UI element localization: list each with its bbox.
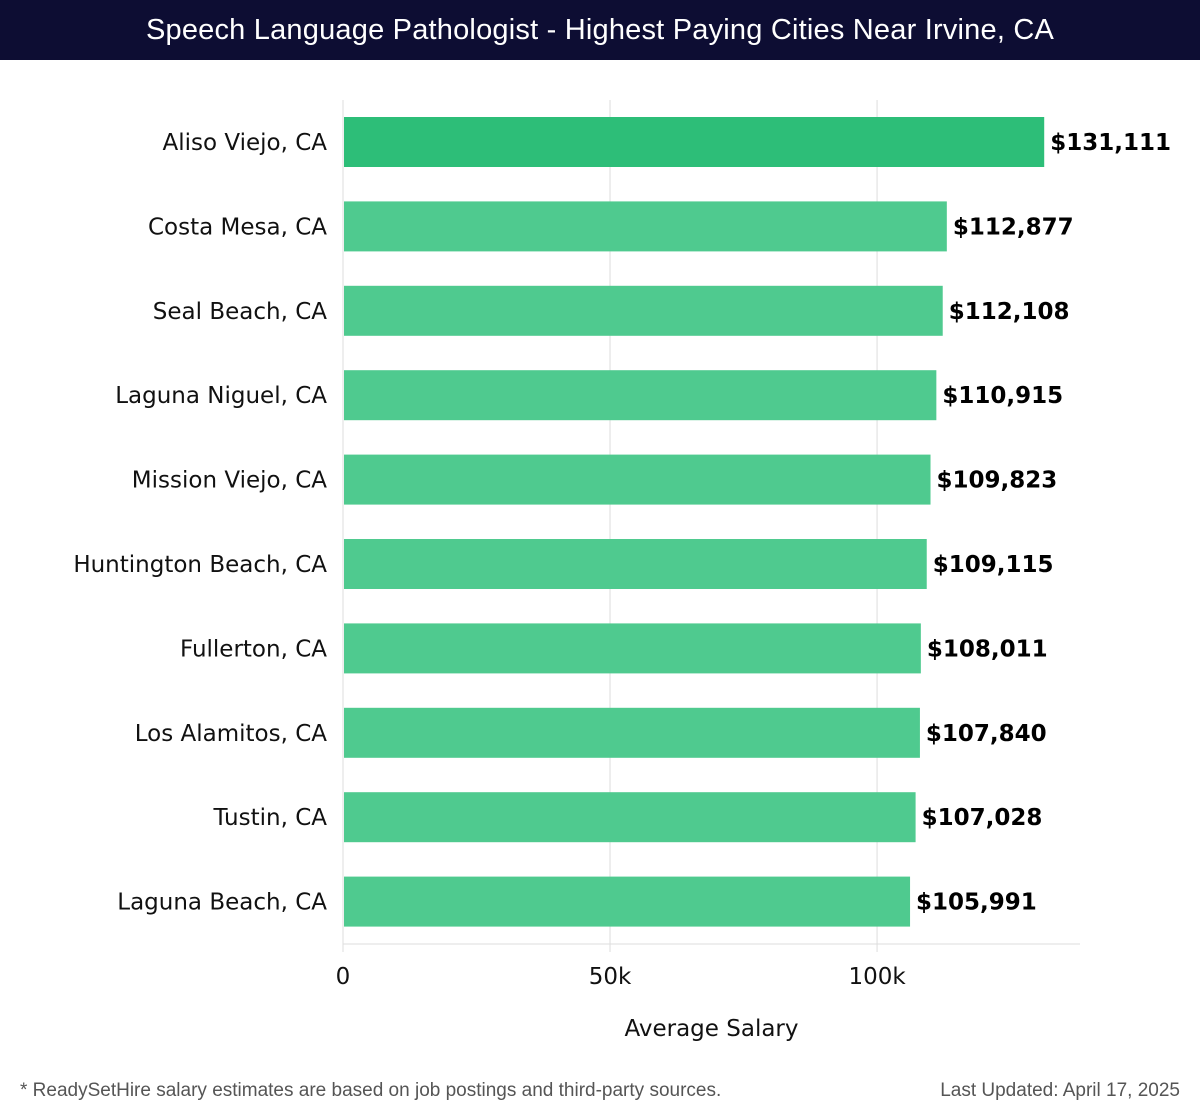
bar-chart: 0 50k 100k Aliso Viejo, CA $131,111 Costa Mes… xyxy=(73,100,1171,1042)
chart-title: Speech Language Pathologist - Highest Pa… xyxy=(0,0,1200,60)
category-label: Seal Beach, CA xyxy=(153,299,327,325)
category-label: Laguna Beach, CA xyxy=(117,890,327,916)
bar-layer xyxy=(344,117,1045,927)
category-label: Los Alamitos, CA xyxy=(135,721,328,747)
category-label: Aliso Viejo, CA xyxy=(162,130,327,156)
value-label: $112,108 xyxy=(949,299,1070,325)
value-label: $109,823 xyxy=(937,468,1058,494)
value-label: $105,991 xyxy=(916,890,1037,916)
bar xyxy=(344,623,921,674)
category-label: Tustin, CA xyxy=(212,805,327,831)
value-label: $131,111 xyxy=(1050,130,1171,156)
footnote: * ReadySetHire salary estimates are base… xyxy=(20,1080,722,1101)
bar xyxy=(344,201,947,252)
category-label: Costa Mesa, CA xyxy=(148,214,327,240)
bar xyxy=(344,707,920,758)
value-label: $109,115 xyxy=(933,552,1054,578)
value-label: $112,877 xyxy=(953,214,1074,240)
category-label: Laguna Niguel, CA xyxy=(115,383,327,409)
category-label: Fullerton, CA xyxy=(180,636,327,662)
bar xyxy=(344,539,927,589)
category-label: Mission Viejo, CA xyxy=(132,468,327,494)
bar xyxy=(344,117,1045,167)
value-label: $110,915 xyxy=(942,383,1063,409)
bar xyxy=(344,370,937,421)
x-tick-label: 0 xyxy=(336,964,351,990)
value-label: $107,028 xyxy=(922,805,1043,831)
last-updated: Last Updated: April 17, 2025 xyxy=(940,1080,1180,1101)
category-label: Huntington Beach, CA xyxy=(73,552,327,578)
value-label: $107,840 xyxy=(926,721,1047,747)
x-tick-label: 50k xyxy=(589,964,632,990)
value-label: $108,011 xyxy=(927,636,1048,662)
bar xyxy=(344,876,911,927)
bar xyxy=(344,454,931,505)
x-axis-title: Average Salary xyxy=(624,1016,798,1042)
label-layer: 0 50k 100k Aliso Viejo, CA $131,111 Costa Mes… xyxy=(73,130,1171,990)
x-tick-label: 100k xyxy=(848,964,906,990)
bar xyxy=(344,285,943,336)
bar xyxy=(344,792,916,843)
